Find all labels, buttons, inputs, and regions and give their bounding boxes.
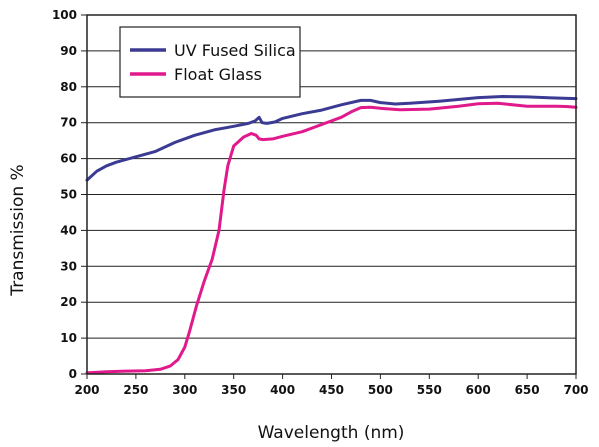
y-tick-label-90: 90 xyxy=(60,44,77,58)
legend-box xyxy=(119,26,301,98)
legend: UV Fused Silica Float Glass xyxy=(119,26,301,98)
legend-label-uv-fused-silica: UV Fused Silica xyxy=(174,41,296,60)
y-tick-labels: 0 10 20 30 40 50 60 70 80 90 100 xyxy=(52,8,77,381)
x-tick-label-200: 200 xyxy=(74,383,99,397)
y-tick-label-30: 30 xyxy=(60,259,77,273)
y-tick-label-0: 0 xyxy=(69,367,77,381)
series-line-uv-fused-silica xyxy=(85,95,578,182)
x-tick-label-300: 300 xyxy=(172,383,197,397)
legend-label-float-glass: Float Glass xyxy=(174,65,262,84)
y-tick-label-40: 40 xyxy=(60,223,77,237)
y-tick-label-50: 50 xyxy=(60,188,77,202)
x-tick-label-500: 500 xyxy=(368,383,393,397)
x-axis-title: Wavelength (nm) xyxy=(258,423,405,443)
y-tick-label-10: 10 xyxy=(60,331,77,345)
x-tick-label-550: 550 xyxy=(417,383,442,397)
y-axis-title: Transmission % xyxy=(8,164,28,296)
x-tick-label-450: 450 xyxy=(319,383,344,397)
y-tick-label-70: 70 xyxy=(60,116,77,130)
x-tick-label-600: 600 xyxy=(466,383,491,397)
series-line-float-glass xyxy=(85,101,578,375)
plot-frame xyxy=(86,14,577,375)
y-tick-label-20: 20 xyxy=(60,295,77,309)
series-lines xyxy=(85,95,578,375)
x-tick-label-400: 400 xyxy=(270,383,295,397)
y-tick-label-60: 60 xyxy=(60,152,77,166)
x-tick-label-350: 350 xyxy=(221,383,246,397)
x-tick-label-250: 250 xyxy=(123,383,148,397)
x-tick-label-650: 650 xyxy=(515,383,540,397)
x-tick-label-700: 700 xyxy=(563,383,588,397)
y-tick-label-100: 100 xyxy=(52,8,77,22)
x-tick-labels: 200 250 300 350 400 450 500 550 600 650 700 xyxy=(74,383,588,397)
y-tick-label-80: 80 xyxy=(60,80,77,94)
